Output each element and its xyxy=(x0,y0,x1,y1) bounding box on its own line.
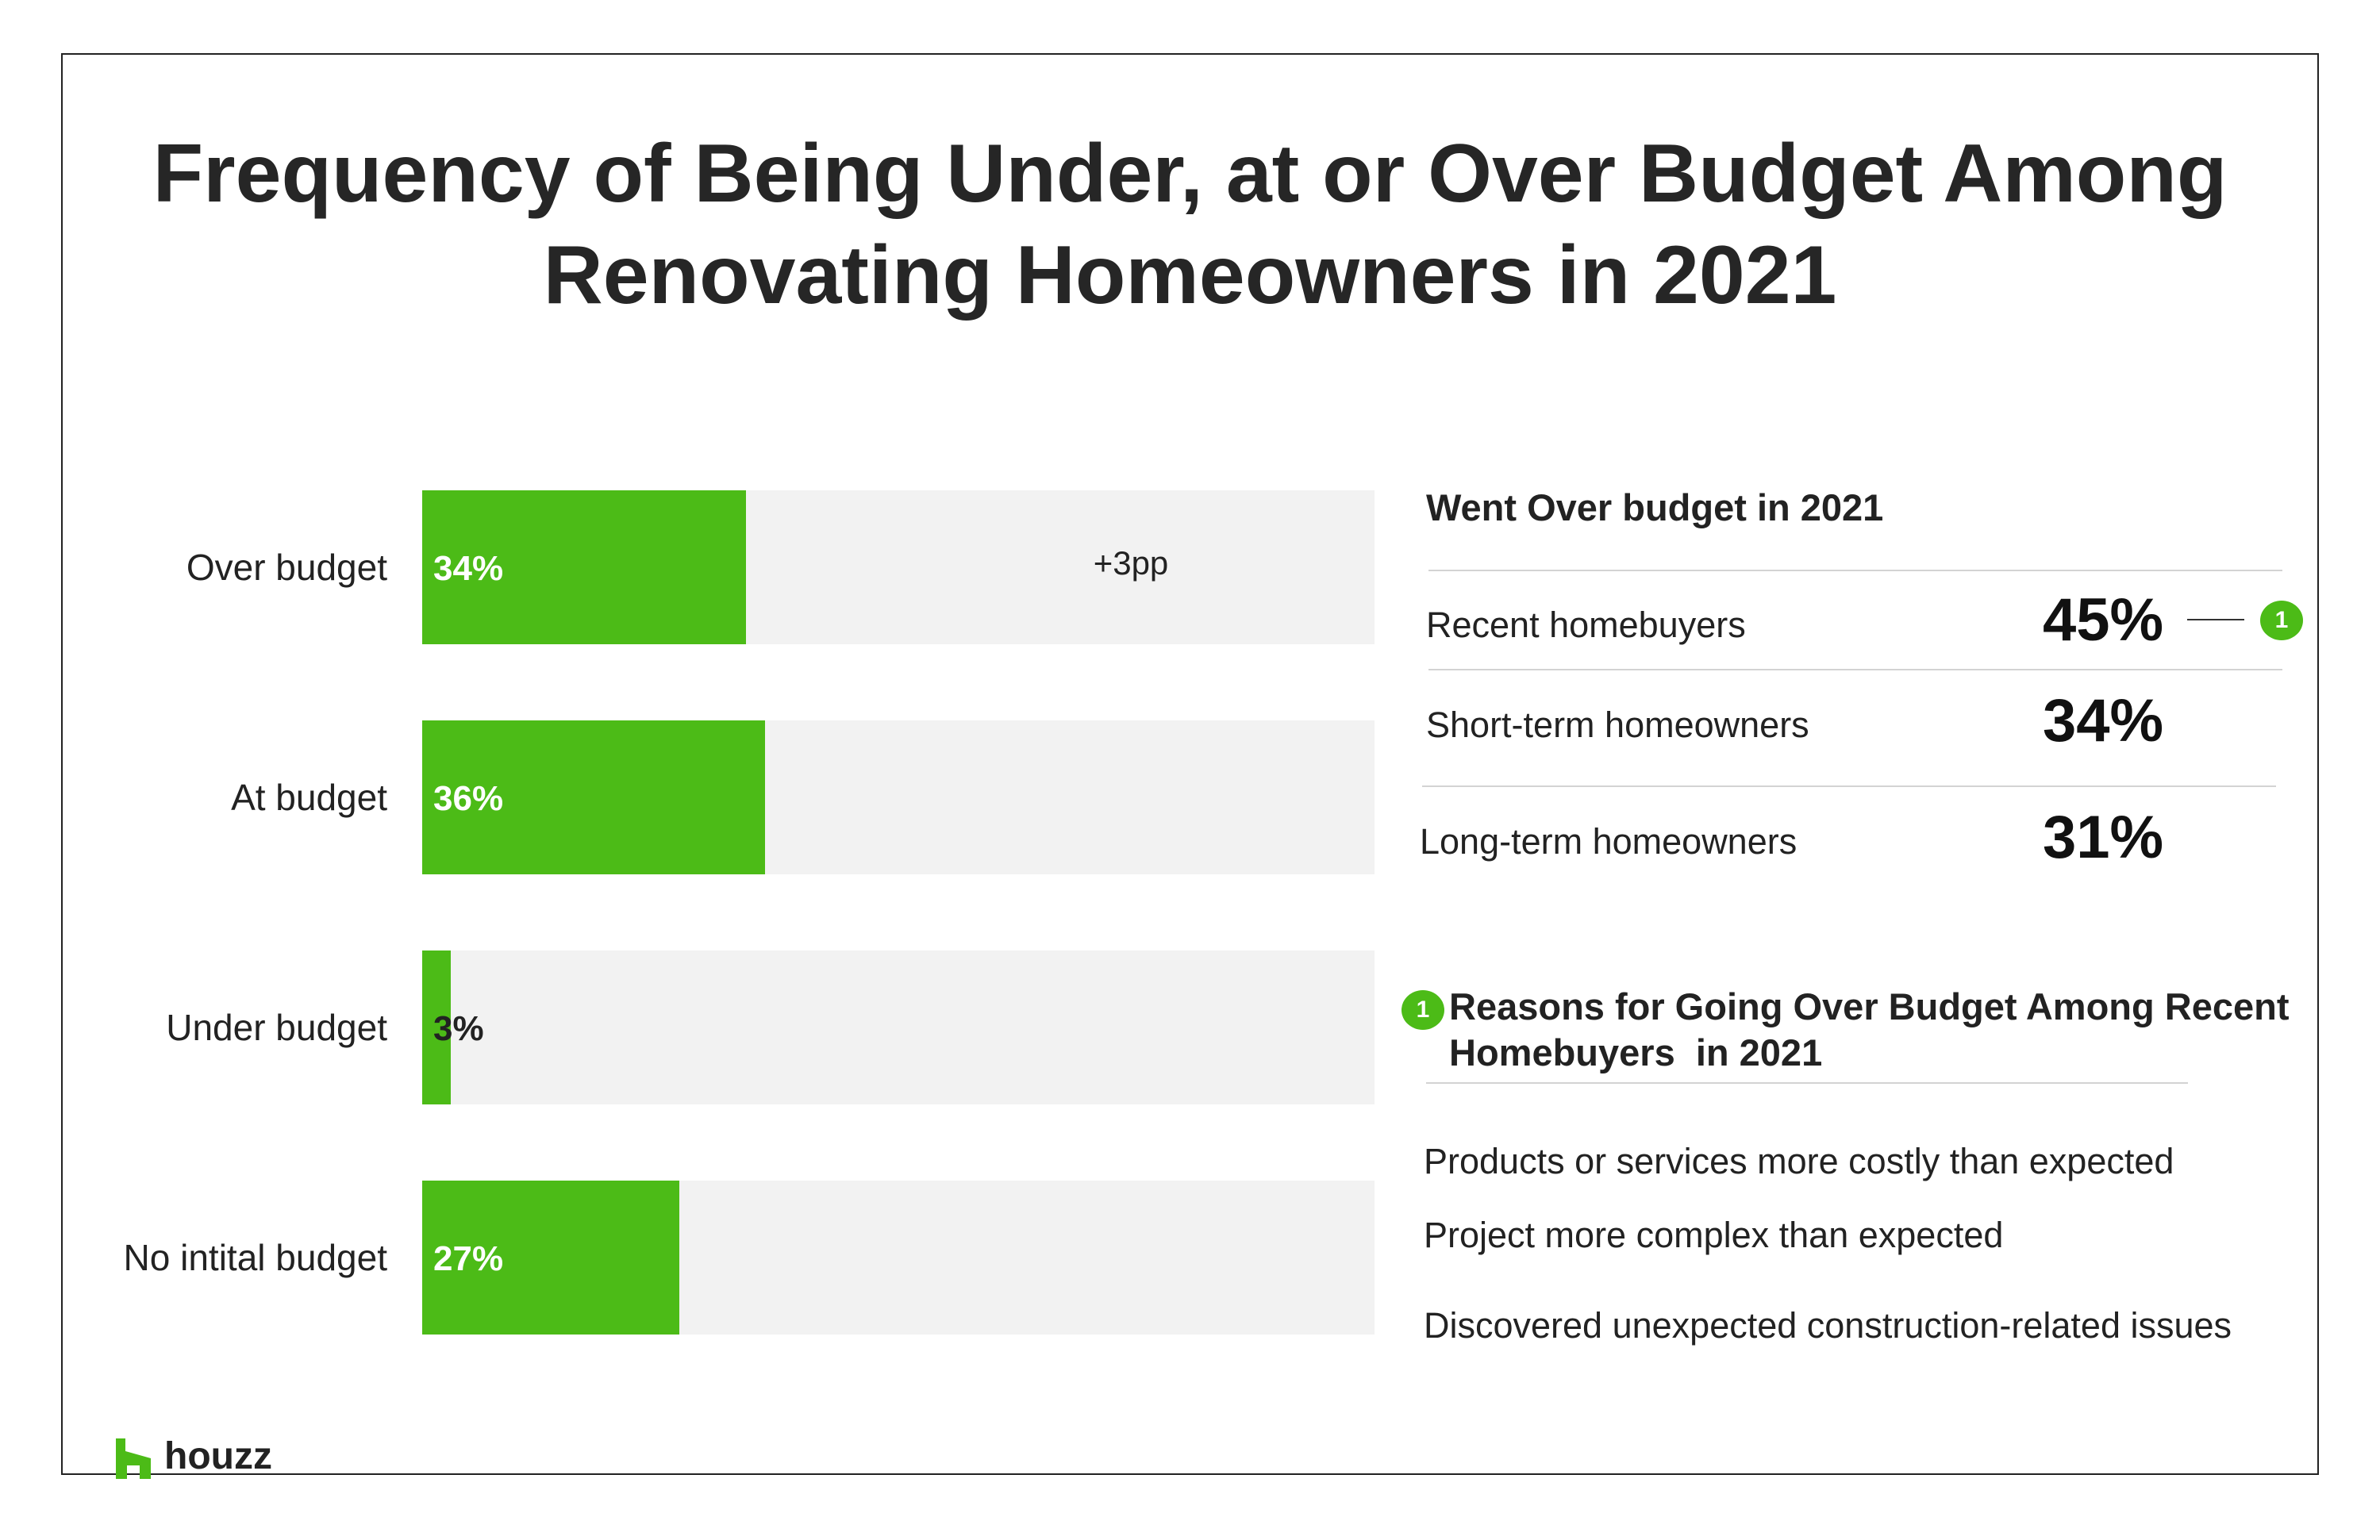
row-value-recent-homebuyers: 45% xyxy=(2043,586,2164,654)
reasons-title-line-2: Homebuyers in 2021 xyxy=(1449,1031,1823,1073)
chart-title-line-2: Renovating Homeowners in 2021 xyxy=(543,229,1837,321)
reason-item: Discovered unexpected construction-relat… xyxy=(1424,1305,2232,1346)
footnote-1-icon: 1 xyxy=(2260,601,2303,640)
reasons-title-rule xyxy=(1426,1082,2188,1084)
row-value-long-term-homeowners: 31% xyxy=(2043,804,2164,871)
chart-title-line-1: Frequency of Being Under, at or Over Bud… xyxy=(152,128,2228,220)
reason-item: Project more complex than expected xyxy=(1424,1215,2004,1255)
went-over-title: Went Over budget in 2021 xyxy=(1426,486,1884,528)
value-label-at-budget: 36% xyxy=(433,779,503,818)
bar-under-budget xyxy=(422,950,451,1104)
bar-at-budget xyxy=(422,720,765,874)
category-label-over-budget: Over budget xyxy=(186,547,387,588)
row-label-long-term-homeowners: Long-term homeowners xyxy=(1420,821,1797,862)
reason-item: Products or services more costly than ex… xyxy=(1424,1141,2174,1181)
row-rule-1 xyxy=(1428,669,2282,670)
reasons-title-line-1: Reasons for Going Over Budget Among Rece… xyxy=(1449,985,2290,1027)
bar-over-budget xyxy=(422,490,746,644)
houzz-logo-icon xyxy=(116,1438,151,1479)
category-label-at-budget: At budget xyxy=(231,777,387,818)
annotation-label: +3pp xyxy=(1094,544,1169,582)
chart-frame xyxy=(61,53,2319,1475)
value-label-no-intital-budget: 27% xyxy=(433,1239,503,1278)
reasons-title: Reasons for Going Over Budget Among Rece… xyxy=(1449,984,2290,1076)
chart-title: Frequency of Being Under, at or Over Bud… xyxy=(0,123,2380,326)
category-label-no-intital-budget: No intital budget xyxy=(124,1237,388,1278)
row-rule-2 xyxy=(1422,785,2276,787)
category-label-under-budget: Under budget xyxy=(166,1007,387,1048)
row-value-short-term-homeowners: 34% xyxy=(2043,687,2164,755)
houzz-logo-text: houzz xyxy=(164,1435,272,1477)
reasons-footnote-1-icon: 1 xyxy=(1401,990,1444,1030)
value-label-under-budget: 3% xyxy=(433,1009,484,1048)
went-over-title-rule xyxy=(1428,570,2282,571)
row-label-recent-homebuyers: Recent homebuyers xyxy=(1426,605,1746,645)
bar-no-intital-budget xyxy=(422,1181,679,1335)
row-label-short-term-homeowners: Short-term homeowners xyxy=(1426,705,1809,745)
footnote-connector-line xyxy=(2187,619,2244,620)
value-label-over-budget: 34% xyxy=(433,549,503,588)
bar-track-under-budget xyxy=(422,950,1375,1104)
